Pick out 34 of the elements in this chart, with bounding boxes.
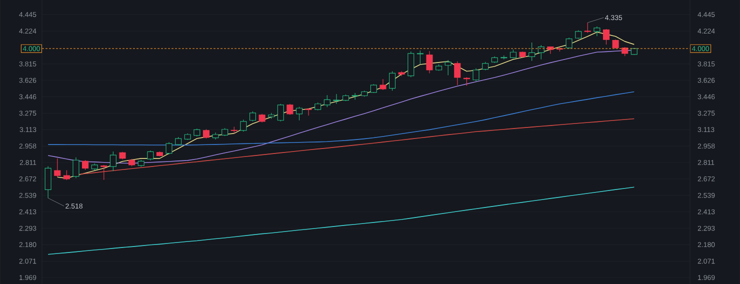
candlestick: [240, 119, 247, 132]
candlestick: [538, 44, 544, 60]
candlestick: [100, 164, 108, 180]
candlestick: [277, 104, 284, 122]
candlestick: [166, 142, 172, 155]
candlestick: [426, 50, 433, 74]
candlestick: [408, 51, 414, 78]
candlestick: [72, 157, 80, 178]
candlestick: [249, 111, 256, 122]
candlestick: [63, 170, 70, 180]
candlestick: [147, 150, 154, 161]
candlestick: [54, 158, 61, 178]
candlestick: [110, 151, 116, 172]
candlestick: [584, 22, 591, 34]
candlestick: [44, 166, 52, 198]
candlestick: [444, 60, 452, 76]
candlestick: [416, 50, 424, 65]
candlestick: [389, 70, 396, 92]
candlestick: [380, 78, 386, 90]
candlestick: [602, 28, 610, 45]
candlestick: [333, 94, 340, 104]
candlestick: [566, 37, 572, 50]
candlestick: [352, 92, 358, 100]
candlestick: [286, 104, 294, 116]
candlestick: [202, 128, 210, 139]
candlestick: [454, 61, 461, 86]
candlestick: [622, 46, 628, 56]
candlestick: [528, 42, 536, 62]
candlestick: [82, 160, 89, 170]
candlestick: [296, 106, 303, 121]
candlestick: [324, 94, 330, 108]
candlestick: [305, 108, 312, 116]
candlestick: [472, 68, 480, 82]
candlestick: [594, 26, 600, 36]
